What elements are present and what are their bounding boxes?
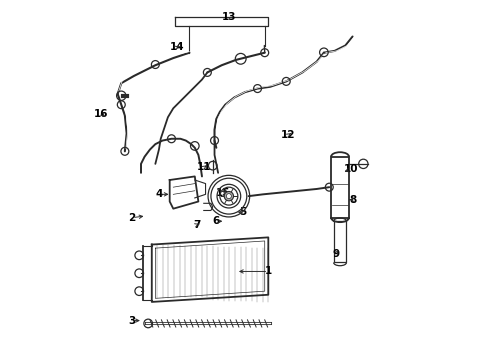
Text: 16: 16 xyxy=(94,109,109,119)
Bar xyxy=(334,221,346,262)
Text: 15: 15 xyxy=(216,188,231,198)
Text: 6: 6 xyxy=(213,216,220,226)
Circle shape xyxy=(224,192,234,201)
Text: 9: 9 xyxy=(333,248,340,258)
Text: 4: 4 xyxy=(155,189,163,199)
Text: 3: 3 xyxy=(128,316,136,325)
Text: 2: 2 xyxy=(128,213,136,222)
Text: 8: 8 xyxy=(349,195,356,205)
Text: 5: 5 xyxy=(240,207,247,217)
Text: 14: 14 xyxy=(170,42,184,52)
Text: 12: 12 xyxy=(281,130,295,140)
Text: 11: 11 xyxy=(196,162,211,172)
Text: 7: 7 xyxy=(193,220,200,230)
Bar xyxy=(331,157,349,218)
Circle shape xyxy=(226,194,231,199)
Text: 13: 13 xyxy=(221,12,236,22)
Text: 1: 1 xyxy=(265,266,272,276)
Text: 10: 10 xyxy=(343,164,358,174)
